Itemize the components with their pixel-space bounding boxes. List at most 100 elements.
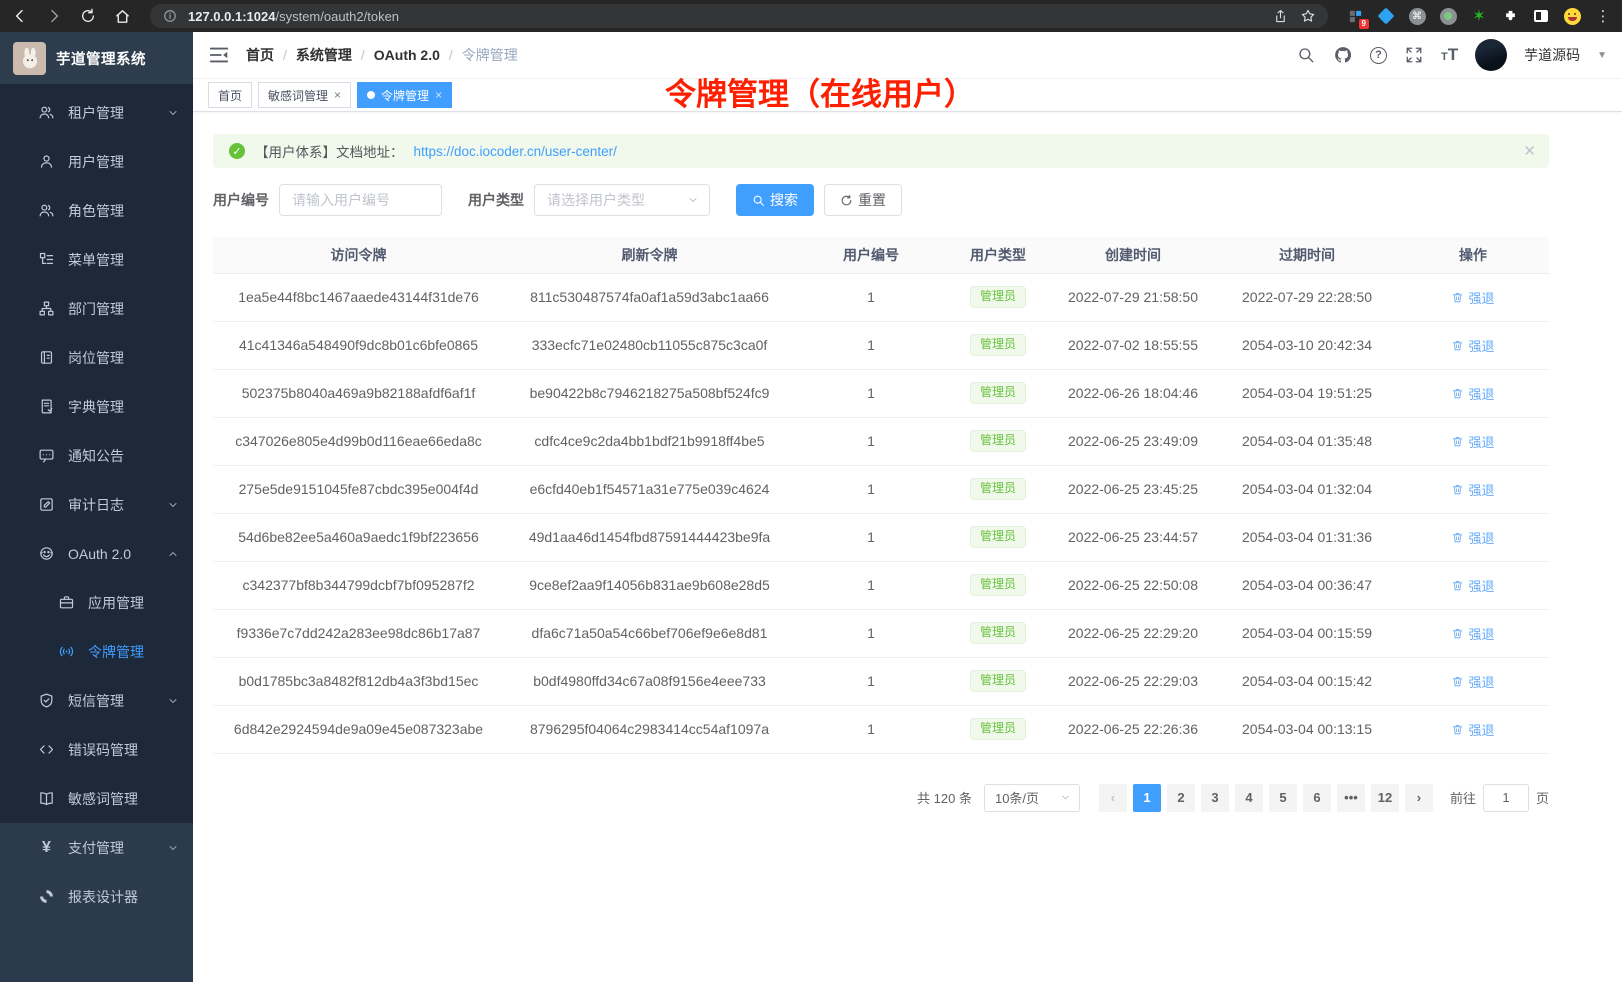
force-logout-button[interactable]: 强退	[1451, 576, 1495, 595]
doc-link[interactable]: https://doc.iocoder.cn/user-center/	[413, 143, 617, 159]
sidebar-item-部门管理[interactable]: 部门管理	[0, 284, 193, 333]
font-size-icon[interactable]: TT	[1440, 45, 1459, 64]
reset-button[interactable]: 重置	[824, 184, 902, 216]
sidebar-item-通知公告[interactable]: 通知公告	[0, 431, 193, 480]
force-logout-button[interactable]: 强退	[1451, 432, 1495, 451]
chevron-down-icon	[167, 499, 179, 511]
breadcrumb-item[interactable]: 系统管理	[295, 47, 352, 63]
tab-敏感词管理[interactable]: 敏感词管理 ×	[258, 82, 352, 108]
sidebar-item-令牌管理[interactable]: 令牌管理	[0, 627, 193, 676]
sidebar-item-角色管理[interactable]: 角色管理	[0, 186, 193, 235]
prev-page-button[interactable]: ‹	[1098, 783, 1127, 812]
user-type-tag: 管理员	[969, 573, 1026, 597]
puzzle-extension-icon[interactable]	[1501, 7, 1519, 25]
sidebar-item-岗位管理[interactable]: 岗位管理	[0, 333, 193, 382]
breadcrumb-item: 令牌管理	[461, 47, 518, 63]
access-token-cell: 41c41346a548490f9dc8b01c6bfe0865	[213, 321, 504, 370]
more-pages-button[interactable]: •••	[1336, 783, 1365, 812]
alert-close-icon[interactable]: ✕	[1523, 143, 1536, 160]
page-button-2[interactable]: 2	[1166, 783, 1195, 812]
action-cell: 强退	[1397, 657, 1549, 706]
user-type-cell: 管理员	[947, 369, 1049, 418]
gem-extension-icon[interactable]	[1377, 7, 1395, 25]
sidebar-item-字典管理[interactable]: 字典管理	[0, 382, 193, 431]
force-logout-button[interactable]: 强退	[1451, 480, 1495, 499]
sidebar-item-短信管理[interactable]: 短信管理	[0, 676, 193, 725]
tab-close-icon[interactable]: ×	[435, 88, 443, 102]
force-logout-button[interactable]: 强退	[1451, 336, 1495, 355]
sidebar-item-菜单管理[interactable]: 菜单管理	[0, 235, 193, 284]
page-button-4[interactable]: 4	[1234, 783, 1263, 812]
sidebar-item-用户管理[interactable]: 用户管理	[0, 137, 193, 186]
sidebar-item-错误码管理[interactable]: 错误码管理	[0, 725, 193, 774]
user-type-select[interactable]: 请选择用户类型	[534, 184, 710, 216]
fullscreen-icon[interactable]	[1404, 45, 1424, 65]
reload-icon[interactable]	[78, 6, 98, 26]
user-avatar[interactable]	[1475, 39, 1508, 71]
tab-close-icon[interactable]: ×	[334, 88, 342, 102]
back-icon[interactable]	[10, 6, 30, 26]
page-button-12[interactable]: 12	[1370, 783, 1399, 812]
tab-首页[interactable]: 首页	[208, 82, 253, 108]
profile-emoji-icon[interactable]	[1563, 7, 1581, 25]
caret-down-icon[interactable]: ▼	[1597, 49, 1607, 61]
next-page-button[interactable]: ›	[1404, 783, 1433, 812]
help-icon[interactable]: ?	[1369, 46, 1387, 64]
goto-page-input[interactable]	[1482, 783, 1529, 812]
create-time-cell: 2022-06-26 18:04:46	[1049, 369, 1217, 418]
command-extension-icon[interactable]: ⌘	[1408, 7, 1426, 25]
force-logout-button[interactable]: 强退	[1451, 384, 1495, 403]
star-extension-icon[interactable]: ✶	[1472, 8, 1486, 25]
refresh-token-cell: cdfc4ce9c2da4bb1bdf21b9918ff4be5	[504, 417, 795, 466]
user-type-cell: 管理员	[947, 609, 1049, 658]
app-icon	[58, 594, 75, 611]
page-button-5[interactable]: 5	[1268, 783, 1297, 812]
page-button-1[interactable]: 1	[1132, 783, 1161, 812]
action-cell: 强退	[1397, 273, 1549, 322]
sidebar-item-审计日志[interactable]: 审计日志	[0, 480, 193, 529]
user-id-cell: 1	[795, 609, 947, 658]
username[interactable]: 芋道源码	[1524, 47, 1581, 63]
sidebar-item-报表设计器[interactable]: 报表设计器	[0, 872, 193, 921]
home-icon[interactable]	[112, 6, 132, 26]
app-logo[interactable]: 芋道管理系统	[0, 32, 193, 84]
chevron-down-icon	[687, 194, 699, 206]
force-logout-button[interactable]: 强退	[1451, 720, 1495, 739]
sidebar-collapse-icon[interactable]	[208, 44, 230, 66]
record-extension-icon[interactable]	[1439, 7, 1457, 25]
site-info-icon[interactable]	[160, 6, 180, 26]
breadcrumb-item[interactable]: 首页	[246, 47, 274, 63]
github-icon[interactable]	[1333, 45, 1353, 65]
forward-icon[interactable]	[44, 6, 64, 26]
force-logout-button[interactable]: 强退	[1451, 672, 1495, 691]
sidebar-item-租户管理[interactable]: 租户管理	[0, 88, 193, 137]
side-panel-icon[interactable]	[1532, 7, 1550, 25]
url-text[interactable]: 127.0.0.1:1024/system/oauth2/token	[188, 8, 400, 24]
access-token-cell: c342377bf8b344799dcbf7bf095287f2	[213, 561, 504, 610]
force-logout-label: 强退	[1468, 290, 1495, 306]
breadcrumb-item[interactable]: OAuth 2.0	[373, 47, 440, 63]
access-token-cell: 54d6be82ee5a460a9aedc1f9bf223656	[213, 513, 504, 562]
sidebar-item-敏感词管理[interactable]: 敏感词管理	[0, 774, 193, 823]
search-icon[interactable]	[1296, 45, 1316, 65]
page-size-select[interactable]: 10条/页	[983, 783, 1080, 812]
page-button-3[interactable]: 3	[1200, 783, 1229, 812]
force-logout-button[interactable]: 强退	[1451, 288, 1495, 307]
force-logout-button[interactable]: 强退	[1451, 528, 1495, 547]
sidebar-item-OAuth 2.0[interactable]: OAuth 2.0	[0, 529, 193, 578]
force-logout-button[interactable]: 强退	[1451, 624, 1495, 643]
address-bar[interactable]: 127.0.0.1:1024/system/oauth2/token	[150, 4, 1328, 28]
sidebar-item-应用管理[interactable]: 应用管理	[0, 578, 193, 627]
share-icon[interactable]	[1270, 6, 1290, 26]
page-button-6[interactable]: 6	[1302, 783, 1331, 812]
bookmark-star-icon[interactable]	[1298, 6, 1318, 26]
search-button[interactable]: 搜索	[736, 184, 814, 216]
table-row: 6d842e2924594de9a09e45e087323abe 8796295f…	[213, 705, 1549, 754]
refresh-token-cell: dfa6c71a50a54c66bef706ef9e6e8d81	[504, 609, 795, 658]
user-id-input[interactable]	[279, 184, 442, 216]
browser-menu-icon[interactable]: ⋮	[1595, 8, 1611, 25]
sidebar-item-支付管理[interactable]: ¥ 支付管理	[0, 823, 193, 872]
tab-令牌管理[interactable]: 令牌管理 ×	[357, 82, 453, 108]
tabs-extension-icon[interactable]: 9	[1346, 7, 1369, 29]
